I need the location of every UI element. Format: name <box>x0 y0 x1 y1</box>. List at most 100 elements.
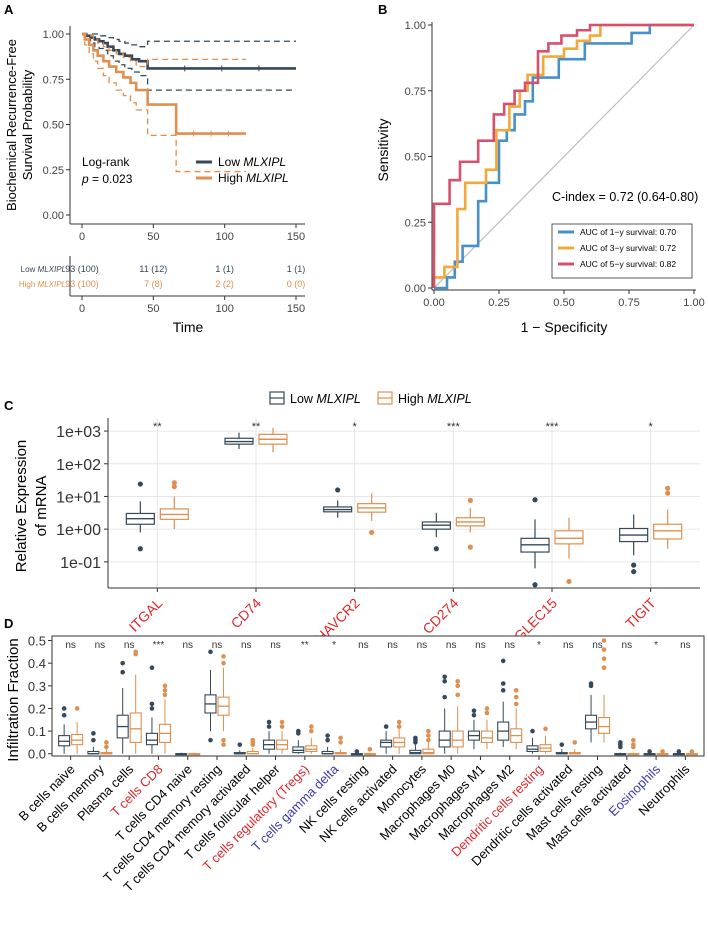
d-y-tick-label: 0.2 <box>28 701 46 716</box>
d-box <box>145 732 159 746</box>
panel-c-expression-boxplot: Low MLXIPL High MLXIPL 1e+031e+021e+011e… <box>13 391 700 653</box>
risk-x-tick-label: 50 <box>147 303 159 315</box>
d-outlier <box>513 701 519 707</box>
d-outlier <box>484 706 490 711</box>
d-outlier <box>250 742 256 747</box>
d-significance: ns <box>475 640 486 651</box>
km-x-label: Time <box>173 319 204 335</box>
risk-cell: 93 (100) <box>65 264 99 274</box>
roc-x-tick-label: 0.00 <box>423 297 444 309</box>
d-y-tick-label: 0.5 <box>28 634 46 649</box>
d-outlier <box>279 724 285 729</box>
d-y-tick-label: 0.0 <box>28 747 46 762</box>
c-outlier <box>566 578 572 585</box>
d-outlier <box>149 701 155 707</box>
risk-cell: 1 (1) <box>215 264 234 274</box>
km-legend-low: Low MLXIPL <box>218 155 286 169</box>
d-significance: ns <box>270 640 281 651</box>
d-significance: ns <box>95 640 106 651</box>
roc-x-label: 1 − Specificity <box>521 319 608 335</box>
c-legend-high: High MLXIPL <box>398 392 472 406</box>
km-ci-lower-low <box>82 33 296 91</box>
d-outlier <box>338 740 343 745</box>
d-outlier <box>442 694 447 700</box>
d-significance: ns <box>592 640 603 651</box>
d-outlier <box>120 660 125 666</box>
d-box <box>422 748 435 755</box>
d-outlier <box>631 744 636 750</box>
risk-x-tick-label: 0 <box>79 303 85 315</box>
c-outlier <box>532 582 538 588</box>
logrank-label: Log-rank <box>82 155 130 169</box>
d-outlier <box>162 683 168 689</box>
c-legend-low: Low MLXIPL <box>290 392 361 406</box>
risk-cell: 0 (0) <box>287 279 306 289</box>
c-significance: *** <box>447 421 461 433</box>
panel-label-c: C <box>4 398 14 413</box>
d-outlier <box>500 681 506 686</box>
d-outlier <box>513 688 519 693</box>
d-outlier <box>279 719 285 725</box>
c-y-tick-label: 1e-01 <box>60 555 101 572</box>
km-x-ticks: 0 50 100 150 <box>79 224 305 243</box>
d-y-tick-label: 0.1 <box>28 724 46 739</box>
c-box <box>653 523 683 540</box>
d-box <box>129 712 142 743</box>
d-significance: ns <box>387 640 398 651</box>
c-significance: ** <box>153 421 162 433</box>
km-legend-high: High MLXIPL <box>218 171 289 185</box>
d-box <box>597 716 611 734</box>
risk-x-ticks: 0 50 100 150 <box>79 296 305 315</box>
roc-y-label: Sensitivity <box>375 118 391 181</box>
roc-y-tick-label: 0.00 <box>405 283 426 295</box>
d-outlier <box>396 724 402 729</box>
c-significance: ** <box>252 421 261 433</box>
d-outlier <box>162 692 168 698</box>
d-y-label: Infiltration Fraction <box>5 638 22 761</box>
d-outlier <box>426 737 431 743</box>
panel-a-km-plot: 0.00 0.25 0.50 0.75 1.00 0 50 100 150 Biochemic… <box>4 26 305 335</box>
c-x-tick-label: ITGAL <box>126 595 166 635</box>
roc-curves <box>432 23 694 290</box>
d-outlier <box>383 724 389 729</box>
d-outlier <box>588 681 594 686</box>
c-outlier <box>433 546 439 552</box>
d-outlier <box>221 654 226 659</box>
d-outlier <box>149 665 155 670</box>
c-y-tick-label: 1e+02 <box>56 457 101 474</box>
d-outlier <box>133 651 138 657</box>
c-y-tick-label: 1e+00 <box>56 522 101 539</box>
roc-y-tick-label: 0.25 <box>405 217 426 229</box>
c-y-label-line1: Relative Expression <box>13 440 30 573</box>
roc-x-tick-label: 0.75 <box>618 297 639 309</box>
roc-x-tick-label: 1.00 <box>683 297 704 309</box>
d-outlier <box>601 656 607 661</box>
c-outlier <box>467 497 473 503</box>
roc-y-tick-label: 0.50 <box>405 152 426 164</box>
km-x-tick-label: 0 <box>79 231 85 243</box>
d-significance: ns <box>563 640 574 651</box>
d-outlier <box>471 708 477 714</box>
c-outlier <box>467 544 473 550</box>
d-outlier <box>149 706 155 711</box>
roc-x-tick-label: 0.25 <box>488 297 509 309</box>
d-box <box>438 730 451 748</box>
risk-cell: 2 (2) <box>215 279 234 289</box>
d-outlier <box>221 737 226 743</box>
km-y-tick-label: 0.25 <box>43 165 64 177</box>
d-outlier <box>237 742 243 747</box>
km-ci-upper-low <box>82 33 296 48</box>
d-outlier <box>559 742 565 747</box>
c-outlier <box>137 546 143 552</box>
roc-y-tick-label: 1.00 <box>405 20 426 32</box>
roc-x-tick-label: 0.50 <box>553 297 574 309</box>
c-y-tick-label: 1e+01 <box>56 489 101 506</box>
d-significance: * <box>654 640 658 651</box>
d-outlier <box>61 712 67 718</box>
risk-x-tick-label: 100 <box>215 303 233 315</box>
c-outlier <box>665 485 671 491</box>
roc-legend-5y: AUC of 5−y survival: 0.82 <box>580 259 676 269</box>
km-curves <box>82 32 296 173</box>
km-y-tick-label: 1.00 <box>43 29 64 41</box>
d-significance: * <box>332 640 336 651</box>
